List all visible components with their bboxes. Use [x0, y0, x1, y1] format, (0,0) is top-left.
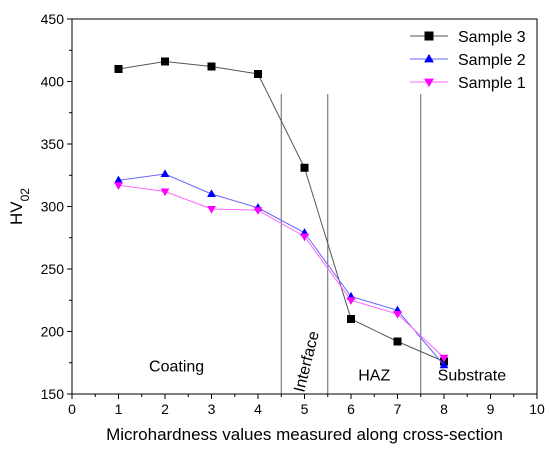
sample-1-point — [160, 188, 170, 197]
x-tick-label: 8 — [440, 401, 448, 417]
sample-1-point — [439, 354, 449, 363]
sample-3-point — [254, 70, 262, 78]
legend-label-sample-2: Sample 2 — [458, 52, 526, 69]
x-tick-label: 3 — [208, 401, 216, 417]
sample-1-point — [207, 206, 216, 214]
x-tick-label: 7 — [394, 401, 402, 417]
x-tick-label: 4 — [254, 401, 262, 417]
sample-1-point — [300, 233, 309, 242]
legend-label-sample-3: Sample 3 — [458, 29, 526, 46]
x-tick-label: 9 — [487, 401, 495, 417]
x-tick-label: 5 — [301, 401, 309, 417]
axes: 0 1 2 3 4 5 6 7 8 9 10 150 200 250 300 350 400 450 — [41, 11, 545, 417]
legend-marker-sample-3 — [424, 31, 434, 41]
y-tick-label: 400 — [41, 74, 65, 90]
sample-3-point — [207, 62, 216, 71]
x-axis-title: Microhardness values measured along cros… — [106, 425, 503, 444]
sample-1-point — [253, 207, 263, 215]
region-label: Coating — [149, 359, 204, 376]
sample-1-point — [346, 297, 356, 305]
x-tick-label: 10 — [529, 401, 545, 417]
region-label: Interface — [291, 329, 323, 394]
sample-2-point — [439, 360, 449, 369]
sample-2-point — [207, 189, 216, 197]
legend-marker-sample-2 — [424, 53, 434, 63]
sample-3-point — [300, 163, 309, 172]
legend: Sample 3 Sample 2 Sample 1 — [410, 29, 526, 92]
region-label: Substrate — [438, 367, 507, 384]
y-tick-label: 450 — [41, 11, 65, 27]
legend-marker-sample-1 — [424, 78, 434, 88]
legend-label-sample-1: Sample 1 — [458, 75, 526, 92]
y-tick-label: 300 — [41, 199, 65, 215]
sample-1-point — [114, 182, 123, 190]
y-tick-label: 200 — [41, 324, 65, 340]
y-tick-label: 150 — [41, 386, 65, 402]
x-tick-label: 0 — [68, 401, 76, 417]
sample-2-point — [114, 175, 123, 184]
y-axis-title: HV02 — [7, 188, 32, 225]
sample-3-point — [393, 337, 402, 346]
sample-3-line — [118, 60, 445, 362]
sample-2-point — [160, 169, 170, 177]
sample-1-series — [114, 182, 449, 363]
y-axis-title-main: HV — [7, 201, 26, 225]
sample-1-point — [393, 311, 402, 319]
y-tick-label: 250 — [41, 261, 65, 277]
sample-3-point — [114, 65, 123, 73]
sample-3-point — [347, 315, 355, 323]
sample-2-line — [118, 173, 445, 366]
x-tick-label: 1 — [115, 401, 123, 417]
y-tick-label: 350 — [41, 136, 65, 152]
y-axis-title-subscript: 02 — [18, 188, 32, 202]
x-tick-label: 2 — [161, 401, 169, 417]
sample-1-line — [118, 184, 445, 359]
region-label: HAZ — [358, 367, 390, 384]
sample-3-point — [161, 57, 169, 66]
series-group — [114, 57, 449, 369]
x-tick-label: 6 — [347, 401, 355, 417]
